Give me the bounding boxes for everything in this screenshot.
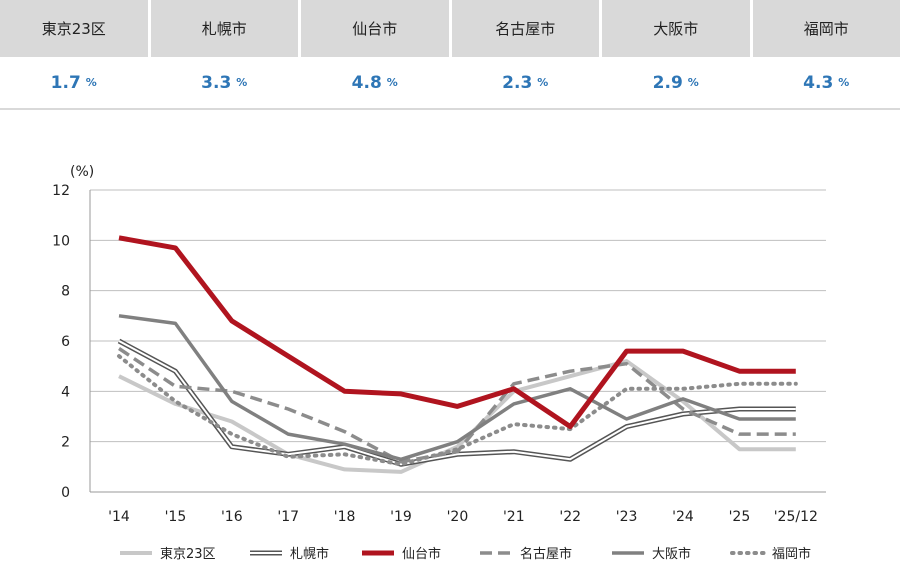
x-tick-label: '17 — [277, 509, 299, 525]
summary-column-tokyo: 東京23区 1.7% — [0, 0, 148, 108]
y-axis-label: (%) — [70, 164, 94, 180]
series-line-1 — [118, 359, 796, 474]
series-line-4 — [118, 347, 796, 464]
x-tick-label: '21 — [503, 509, 525, 525]
summary-column-sapporo: 札幌市 3.3% — [147, 0, 299, 108]
y-tick-label: 8 — [61, 284, 70, 300]
summary-value: 4.3 — [803, 72, 834, 93]
summary-value-cell: 4.3% — [753, 57, 900, 108]
summary-city-label: 仙台市 — [301, 0, 449, 57]
summary-value-cell: 3.3% — [151, 57, 299, 108]
y-tick-label: 10 — [52, 233, 70, 249]
x-tick-label: '23 — [616, 509, 638, 525]
legend-label: 大阪市 — [652, 546, 691, 562]
y-tick-label: 6 — [61, 334, 70, 350]
x-tick-label: '18 — [334, 509, 356, 525]
y-tick-label: 0 — [61, 485, 70, 501]
line-chart: (%) 0 2 4 6 8 10 12 '14 '15 '16 '17 '18 '19 '20 '21 '2… — [52, 164, 826, 562]
x-tick-label: '14 — [108, 509, 130, 525]
series-line-3 — [118, 235, 796, 430]
legend-label: 名古屋市 — [520, 546, 572, 562]
summary-city-label: 福岡市 — [752, 0, 900, 57]
summary-value: 3.3 — [201, 72, 232, 93]
summary-column-sendai: 仙台市 4.8% — [298, 0, 449, 108]
y-tick-label: 4 — [61, 384, 70, 400]
summary-city-label: 名古屋市 — [451, 0, 599, 57]
summary-column-osaka: 大阪市 2.9% — [599, 0, 750, 108]
x-tick-label: '19 — [390, 509, 412, 525]
summary-value: 1.7 — [50, 72, 81, 93]
summary-column-nagoya: 名古屋市 2.3% — [448, 0, 600, 108]
series-line-5 — [118, 314, 796, 462]
legend-label: 東京23区 — [160, 546, 216, 562]
summary-value: 4.8 — [351, 72, 382, 93]
legend-label: 札幌市 — [290, 546, 329, 562]
summary-city-label: 札幌市 — [150, 0, 298, 57]
summary-unit: % — [85, 76, 97, 89]
summary-value-cell: 1.7% — [0, 57, 148, 108]
x-tick-label: '25/12 — [774, 509, 818, 525]
legend: 東京23区 札幌市 仙台市 名古屋市 大阪市 福岡市 — [120, 546, 811, 562]
x-tick-label: '22 — [559, 509, 581, 525]
summary-unit: % — [236, 76, 248, 89]
summary-value-cell: 2.9% — [602, 57, 750, 108]
summary-value: 2.3 — [502, 72, 533, 93]
grid — [89, 189, 826, 493]
summary-table: 東京23区 1.7% 札幌市 3.3% 仙台市 4.8% 名古屋市 2.3% 大… — [0, 0, 900, 110]
summary-city-label: 大阪市 — [602, 0, 750, 57]
x-tick-label: '24 — [672, 509, 694, 525]
series-lines — [117, 235, 798, 474]
y-tick-label: 12 — [52, 183, 70, 199]
summary-unit: % — [386, 76, 398, 89]
summary-unit: % — [838, 76, 850, 89]
summary-value: 2.9 — [652, 72, 683, 93]
x-tick-label: '20 — [447, 509, 469, 525]
legend-label: 福岡市 — [772, 546, 811, 562]
legend-label: 仙台市 — [402, 546, 441, 562]
x-tick-label: '25 — [729, 509, 751, 525]
summary-value-cell: 2.3% — [452, 57, 600, 108]
summary-value-cell: 4.8% — [301, 57, 449, 108]
series-line-2-inner — [118, 340, 796, 466]
summary-unit: % — [537, 76, 549, 89]
summary-unit: % — [687, 76, 699, 89]
summary-column-fukuoka: 福岡市 4.3% — [749, 0, 900, 108]
summary-city-label: 東京23区 — [0, 0, 148, 57]
x-tick-labels: '14 '15 '16 '17 '18 '19 '20 '21 '22 '23 '24 '25 '25/… — [108, 509, 818, 525]
y-tick-labels: 0 2 4 6 8 10 12 — [52, 183, 70, 501]
x-tick-label: '15 — [165, 509, 187, 525]
y-tick-label: 2 — [61, 435, 70, 451]
x-tick-label: '16 — [221, 509, 243, 525]
series-line-6 — [117, 354, 798, 467]
